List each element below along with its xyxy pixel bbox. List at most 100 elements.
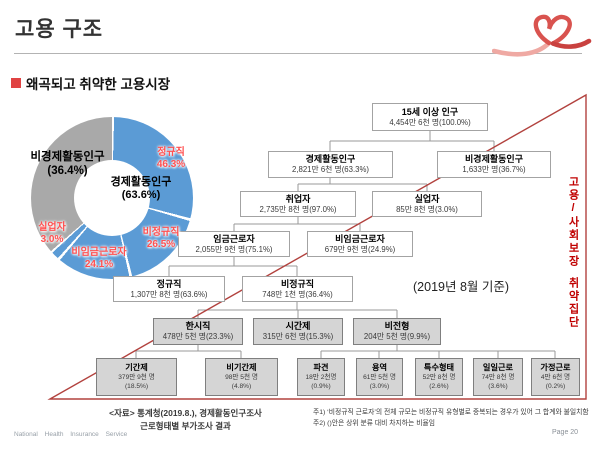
source-line-2: 근로형태별 부가조사 결과 <box>140 421 231 431</box>
vulnerable-group-side-label: 고용/사회보장 취약집단 <box>563 176 583 329</box>
node-title: 비임금근로자 <box>335 233 385 244</box>
slice-pct: 46.3% <box>156 159 186 170</box>
node-value: 1,307만 8천 명(63.6%) <box>130 289 208 299</box>
tree-node-contract-service: 용역 61만 5천 명 (3.0%) <box>356 358 403 396</box>
center-label-pct: (63.6%) <box>121 189 161 201</box>
slice-name: 실업자 <box>38 222 66 233</box>
node-value: 315만 6천 명(15.3%) <box>262 332 334 341</box>
page-number: Page 20 <box>552 429 579 436</box>
section-title: 왜곡되고 취약한 고용시장 <box>26 77 171 92</box>
center-label-name: 경제활동인구 <box>110 176 172 188</box>
node-title: 일일근로 <box>482 363 514 372</box>
node-value: 478만 5천 명(23.3%) <box>162 332 234 341</box>
node-value: 748만 1천 명(36.4%) <box>262 289 333 299</box>
node-pct: (0.2%) <box>545 383 566 390</box>
tree-node-non-fixed-term: 비기간제 98만 5천 명 (4.8%) <box>205 358 278 396</box>
tree-node-dispatched: 파견 18만 2천명 (0.9%) <box>297 358 345 396</box>
slice-name: 비정규직 <box>142 227 180 238</box>
node-title: 비기간제 <box>226 363 257 372</box>
slice-name: 비임금근로자 <box>71 247 127 258</box>
donut-gray-segment-label: 비경제활동인구 (36.4%) <box>10 150 125 178</box>
source-citation: <자료> 통계청(2019.8.), 경제활동인구조사 근로형태별 부가조사 결… <box>68 407 303 433</box>
tree-connector-lines <box>135 131 556 358</box>
node-value: 2,821만 6천 명(63.3%) <box>292 165 369 174</box>
slice-label-unemployed: 실업자 3.0% <box>26 222 78 246</box>
node-value: 2,055만 9천 명(75.1%) <box>195 244 273 254</box>
node-value: 2,735만 8천 명(97.0%) <box>259 204 337 214</box>
slice-label-nonwage: 비임금근로자 24.1% <box>62 247 136 271</box>
node-title: 정규직 <box>156 278 182 289</box>
node-value: 18만 2천명 <box>305 374 337 381</box>
source-line-1: <자료> 통계청(2019.8.), 경제활동인구조사 <box>109 408 262 418</box>
tree-node-fixed-term: 기간제 379만 9천 명 (18.5%) <box>96 358 177 396</box>
tree-node-temporary: 한시직 478만 5천 명(23.3%) <box>153 318 243 345</box>
node-pct: (0.9%) <box>311 383 331 390</box>
title-divider <box>14 53 582 54</box>
node-title: 15세 이상 인구 <box>401 106 459 117</box>
tree-node-pop15: 15세 이상 인구 4,454만 6천 명(100.0%) <box>372 103 488 131</box>
tree-node-unemployed: 실업자 85만 8천 명(3.0%) <box>372 191 482 217</box>
node-title: 경제활동인구 <box>305 154 356 164</box>
slice-label-regular: 정규직 46.3% <box>142 147 200 171</box>
node-title: 임금근로자 <box>213 233 255 244</box>
node-title: 용역 <box>371 363 388 372</box>
page-title: 고용 구조 <box>15 18 104 41</box>
footnote-1: 주1) ‘비정규직 근로자’의 전체 규모는 비정규직 유형별로 중복되는 경우… <box>313 409 589 416</box>
slice-pct: 3.0% <box>40 234 64 245</box>
donut-chart <box>31 117 193 279</box>
gray-label-pct: (36.4%) <box>47 165 88 177</box>
node-title: 기간제 <box>125 363 148 372</box>
tree-node-parttime: 시간제 315만 6천 명(15.3%) <box>253 318 343 345</box>
tree-node-atypical: 비전형 204만 5천 명(9.9%) <box>353 318 441 345</box>
node-value: 679만 9천 명(24.9%) <box>324 244 396 254</box>
node-title: 한시직 <box>185 321 211 331</box>
node-title: 가정근로 <box>540 363 571 372</box>
nhis-brand-footer: National Health Insurance Service <box>14 431 128 438</box>
donut-hole <box>74 160 150 236</box>
node-pct: (3.6%) <box>488 383 508 390</box>
tree-node-econ-active: 경제활동인구 2,821만 6천 명(63.3%) <box>268 151 393 178</box>
node-pct: (4.8%) <box>231 383 252 390</box>
node-pct: (2.6%) <box>429 383 449 390</box>
slice-label-irregular: 비정규직 26.5% <box>128 227 194 251</box>
tree-node-wage-worker: 임금근로자 2,055만 9천 명(75.1%) <box>178 231 290 257</box>
tree-node-special-type: 특수형태 52만 8천 명 (2.6%) <box>415 358 463 396</box>
node-value: 85만 8천 명(3.0%) <box>396 204 458 214</box>
node-value: 98만 5천 명 <box>225 374 258 381</box>
tree-node-regular: 정규직 1,307만 8천 명(63.6%) <box>113 276 225 302</box>
tree-node-nonwage-worker: 비임금근로자 679만 9천 명(24.9%) <box>307 231 413 257</box>
node-pct: (18.5%) <box>124 383 149 390</box>
node-title: 비전형 <box>384 321 410 331</box>
red-square-bullet-icon <box>11 78 21 88</box>
node-pct: (3.0%) <box>369 383 390 390</box>
tree-node-daily-work: 일일근로 74만 8천 명 (3.6%) <box>473 358 523 396</box>
as-of-date-note: (2019년 8월 기준) <box>413 280 510 294</box>
node-value: 74만 8천 명 <box>481 374 515 381</box>
slice-pct: 26.5% <box>146 239 176 250</box>
node-value: 4,454만 6천 명(100.0%) <box>389 117 471 127</box>
side-label-bottom: 취약집단 <box>567 277 579 329</box>
heart-ribbon-logo-icon <box>492 14 592 57</box>
donut-center-label: 경제활동인구 (63.6%) <box>103 176 179 202</box>
node-title: 특수형태 <box>423 363 455 372</box>
node-title: 비정규직 <box>280 278 315 289</box>
node-title: 비경제활동인구 <box>465 154 523 164</box>
node-title: 파견 <box>313 363 329 372</box>
node-title: 실업자 <box>414 193 440 204</box>
side-label-top: 고용/사회보장 <box>567 176 579 268</box>
tree-node-employed: 취업자 2,735만 8천 명(97.0%) <box>240 191 356 217</box>
footnotes: 주1) ‘비정규직 근로자’의 전체 규모는 비정규직 유형별로 중복되는 경우… <box>313 407 598 429</box>
node-title: 취업자 <box>285 193 311 204</box>
node-value: 4만 6천 명 <box>540 374 571 381</box>
footnote-2: 주2) ()안은 상위 분류 대비 차지하는 비율임 <box>313 420 435 427</box>
slice-pct: 24.1% <box>84 259 114 270</box>
node-value: 1,633만 명(36.7%) <box>462 165 526 174</box>
tree-node-irregular: 비정규직 748만 1천 명(36.4%) <box>242 276 353 302</box>
node-value: 61만 5천 명 <box>363 374 396 381</box>
node-value: 204만 5천 명(9.9%) <box>363 332 431 341</box>
gray-label-name: 비경제활동인구 <box>30 151 105 163</box>
node-title: 시간제 <box>285 321 311 331</box>
node-value: 52만 8천 명 <box>422 374 456 381</box>
tree-node-home-work: 가정근로 4만 6천 명 (0.2%) <box>531 358 580 396</box>
node-value: 379만 9천 명 <box>118 374 155 381</box>
